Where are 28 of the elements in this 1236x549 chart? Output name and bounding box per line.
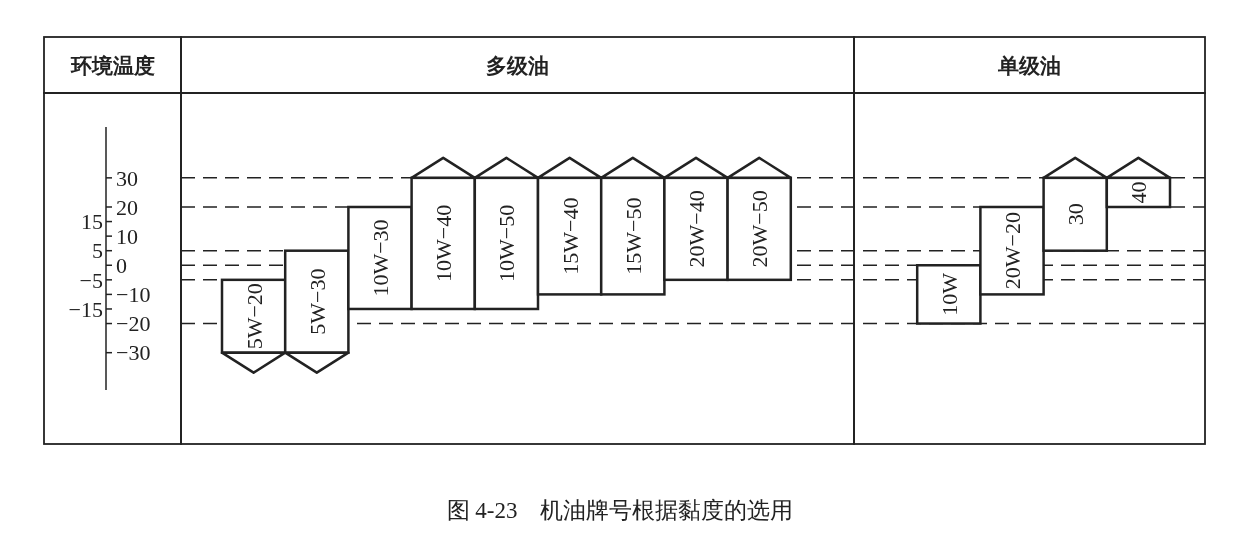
x-tick-label: 10W−50 [494,204,520,282]
x-tick-label: 10W−30 [368,219,393,297]
annotation: 单级油 [997,54,1061,78]
y-tick-label: −5 [79,267,103,293]
x-tick-label: 10W−40 [431,204,457,282]
annotation: 多级油 [486,54,549,78]
text: 环境温度 [69,54,155,78]
y2-tick-label: 10 [116,223,138,249]
y2-tick-label: 20 [116,194,138,220]
text: 图 4-23 机油牌号根据黏度的选用 [446,498,794,523]
x-tick-label: 20W−50 [747,190,773,268]
x-tick-label: 5W−20 [241,283,267,350]
y2-tick-label: −10 [116,282,151,308]
x-tick-label: 15W−50 [620,197,646,275]
y2-tick-label: −20 [116,311,151,337]
x-tick-label: 30 [1063,203,1089,226]
y-tick-label: 15 [81,209,103,235]
y2-tick-label: 0 [116,252,127,278]
x-tick-label: 40 [1126,181,1152,204]
x-tick-label: 5W−30 [304,268,330,335]
y2-tick-label: −30 [116,340,151,366]
y2-tick-label: 30 [116,165,138,191]
x-tick-label: 20W−20 [1000,212,1025,290]
x-tick-label: 10W [936,272,962,316]
y-tick-label: 5 [92,238,103,264]
y-tick-label: −15 [68,296,103,322]
x-tick-label: 15W−40 [557,197,583,275]
x-tick-label: 20W−40 [684,190,709,268]
